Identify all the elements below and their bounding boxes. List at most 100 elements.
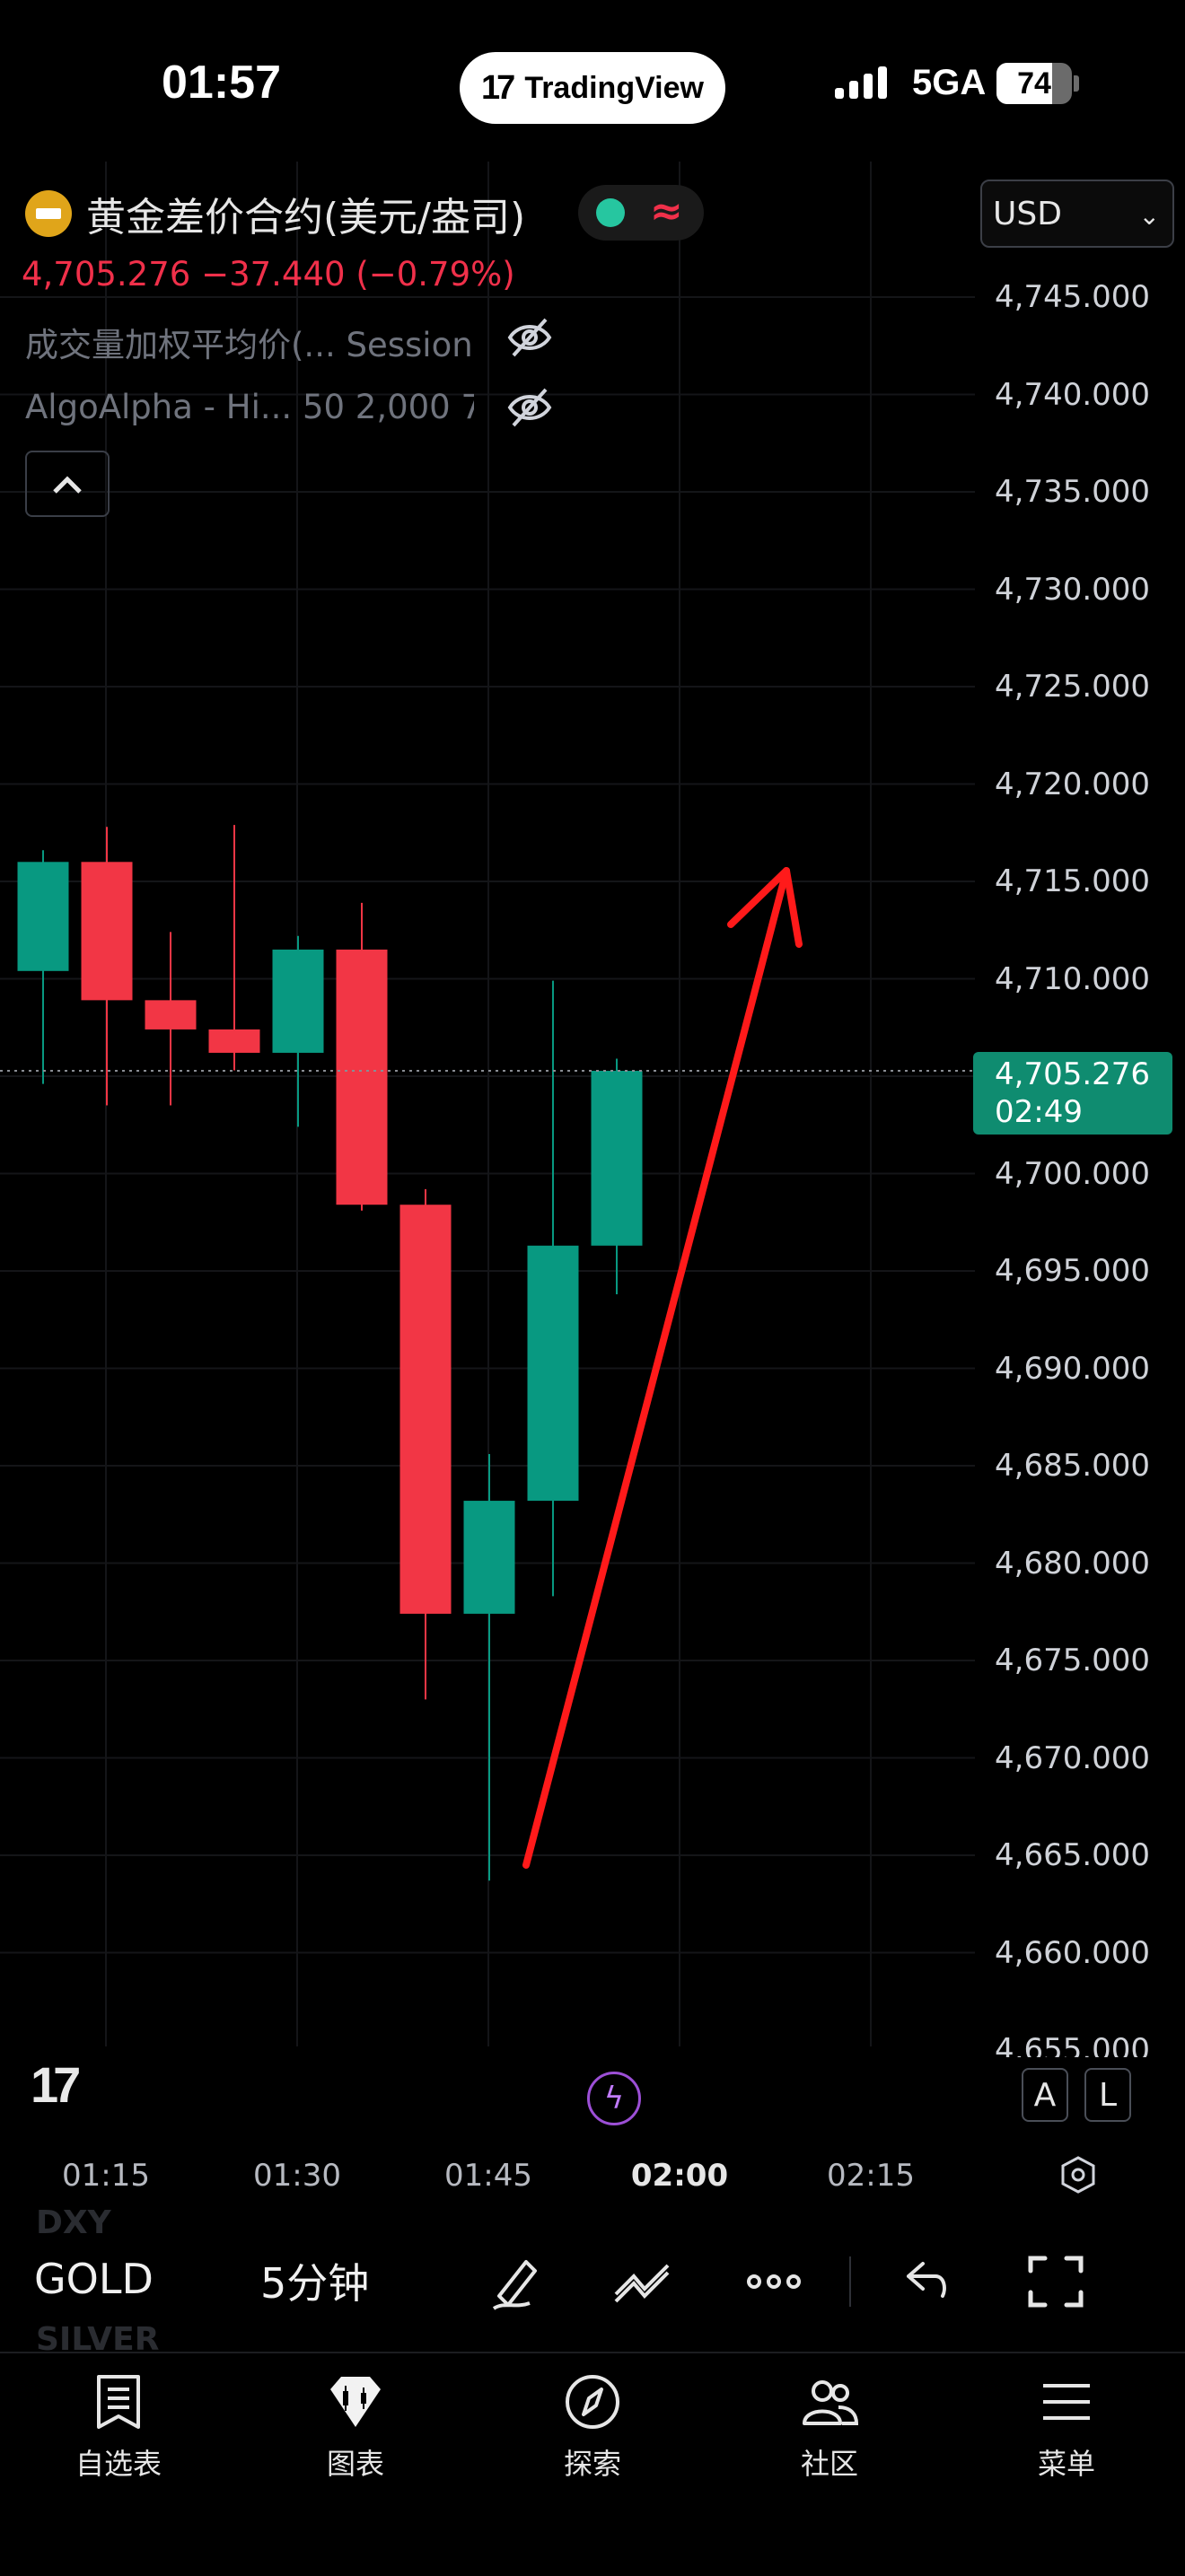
candle-body (145, 1000, 197, 1030)
symbol-switcher[interactable]: GOLD (34, 2255, 154, 2303)
candle-body (527, 1245, 579, 1502)
market-open-dot-icon (596, 198, 625, 227)
hidden-eye-icon[interactable] (505, 312, 555, 363)
price-tick-label: 4,680.000 (995, 1545, 1151, 1582)
quote-line: 4,705.276 −37.440 (−0.79%) (22, 255, 515, 294)
toolbar-divider (849, 2256, 851, 2307)
time-tick-label: 02:00 (630, 2158, 729, 2194)
nav-item-menu[interactable]: 菜单 (986, 2370, 1147, 2483)
indicator-params: 50 2,000 7 (302, 388, 474, 426)
nav-label: 自选表 (75, 2447, 162, 2481)
battery-icon: 74 (996, 63, 1072, 104)
bar-countdown: 02:49 (995, 1094, 1083, 1130)
ghost-symbol-above: DXY (36, 2204, 111, 2241)
tradingview-pill[interactable]: 17 TradingView (460, 52, 725, 124)
price-tick-label: 4,740.000 (995, 376, 1151, 413)
arrow-shaft (522, 867, 790, 1869)
chevron-up-icon (53, 476, 82, 494)
market-status-pill[interactable]: ≈ (578, 185, 704, 241)
undo-icon[interactable] (894, 2249, 959, 2314)
drawing-pen-icon[interactable] (485, 2249, 549, 2314)
price-tick-label: 4,700.000 (995, 1155, 1151, 1192)
nav-label: 图表 (326, 2447, 384, 2481)
currency-value: USD (993, 195, 1062, 232)
candle (17, 850, 69, 1084)
hidden-eye-icon[interactable] (505, 382, 555, 433)
candle-body (591, 1071, 643, 1246)
price-tick-label: 4,715.000 (995, 863, 1151, 899)
menu-icon (1043, 2384, 1090, 2420)
cellular-signal-icon (835, 66, 887, 99)
last-price-value: 4,705.276 (995, 1056, 1151, 1092)
collapse-legend-button[interactable] (25, 451, 110, 517)
fullscreen-icon[interactable] (1023, 2249, 1088, 2314)
indicator-label: AlgoAlpha - Hi... (25, 388, 293, 426)
price-tick-label: 4,735.000 (995, 474, 1151, 510)
network-type: 5GA (912, 63, 987, 102)
indicator-label: 成交量加权平均价(... (25, 326, 336, 364)
candles (17, 825, 643, 1881)
tradingview-logo-icon: 17 (481, 68, 515, 107)
settings-hexagon-icon[interactable] (1058, 2154, 1099, 2195)
last-value: 4,705.276 (22, 255, 191, 294)
nav-item-watchlist[interactable]: 自选表 (38, 2370, 199, 2483)
symbol-title[interactable]: 黄金差价合约(美元/盎司) (86, 195, 526, 241)
price-tick-label: 4,665.000 (995, 1837, 1151, 1873)
tradingview-watermark-icon: 17 (31, 2056, 81, 2113)
candle (591, 1058, 643, 1295)
nav-item-community[interactable]: 社区 (749, 2370, 910, 2483)
wave-icon: ≈ (650, 188, 683, 234)
price-tick-label: 4,685.000 (995, 1448, 1151, 1484)
time-tick-label: 02:15 (827, 2158, 915, 2194)
candle-body (17, 862, 69, 971)
price-tick-label: 4,745.000 (995, 279, 1151, 315)
nav-item-chart[interactable]: 图表 (275, 2370, 436, 2483)
candle (336, 902, 388, 1211)
time-tick-label: 01:15 (62, 2158, 150, 2194)
nav-label: 探索 (563, 2447, 621, 2481)
arrow-head (727, 867, 803, 948)
compass-icon (566, 2375, 619, 2429)
more-icon[interactable] (742, 2249, 806, 2314)
candle-body (208, 1029, 260, 1053)
candlestick-chart[interactable] (0, 162, 1185, 2046)
candle (527, 980, 579, 1597)
interval-switcher[interactable]: 5分钟 (260, 2259, 370, 2308)
watchlist-icon (97, 2375, 140, 2429)
indicator-params: Session (346, 326, 473, 364)
price-tick-label: 4,660.000 (995, 1934, 1151, 1971)
candle-body (272, 949, 324, 1053)
candle (145, 932, 197, 1106)
drawn-arrow (522, 867, 803, 1869)
gold-symbol-icon (25, 190, 72, 237)
last-price-badge: 4,705.276 02:49 (973, 1052, 1172, 1135)
auto-scale-button[interactable]: A (1022, 2068, 1068, 2122)
price-tick-label: 4,695.000 (995, 1253, 1151, 1289)
nav-item-explore[interactable]: 探索 (512, 2370, 673, 2483)
lightning-icon[interactable]: ϟ (587, 2072, 641, 2125)
change-value: −37.440 (201, 255, 346, 294)
trend-tool-icon[interactable] (610, 2249, 675, 2314)
price-tick-label: 4,730.000 (995, 571, 1151, 608)
price-tick-label: 4,675.000 (995, 1643, 1151, 1678)
app-name: TradingView (524, 70, 704, 105)
candle-body (399, 1205, 452, 1614)
price-tick-label: 4,710.000 (995, 960, 1151, 997)
nav-label: 社区 (800, 2447, 858, 2481)
battery-tip (1074, 75, 1079, 92)
candle-body (81, 862, 133, 1001)
indicator-algoalpha[interactable]: AlgoAlpha - Hi... 50 2,000 7 (25, 388, 474, 426)
price-tick-label: 4,720.000 (995, 766, 1151, 802)
candle-body (336, 949, 388, 1205)
indicator-vwap[interactable]: 成交量加权平均价(... Session (25, 318, 474, 366)
change-percent: (−0.79%) (356, 255, 515, 294)
candle (399, 1188, 452, 1700)
time-tick-label: 01:30 (253, 2158, 341, 2194)
currency-select[interactable]: USD ⌄ (980, 180, 1174, 248)
community-icon (803, 2380, 859, 2425)
candle (208, 825, 260, 1071)
price-tick-label: 4,655.000 (995, 2032, 1151, 2057)
time-tick-label: 01:45 (444, 2158, 532, 2194)
log-scale-button[interactable]: L (1084, 2068, 1131, 2122)
chart-grid (0, 162, 975, 2046)
